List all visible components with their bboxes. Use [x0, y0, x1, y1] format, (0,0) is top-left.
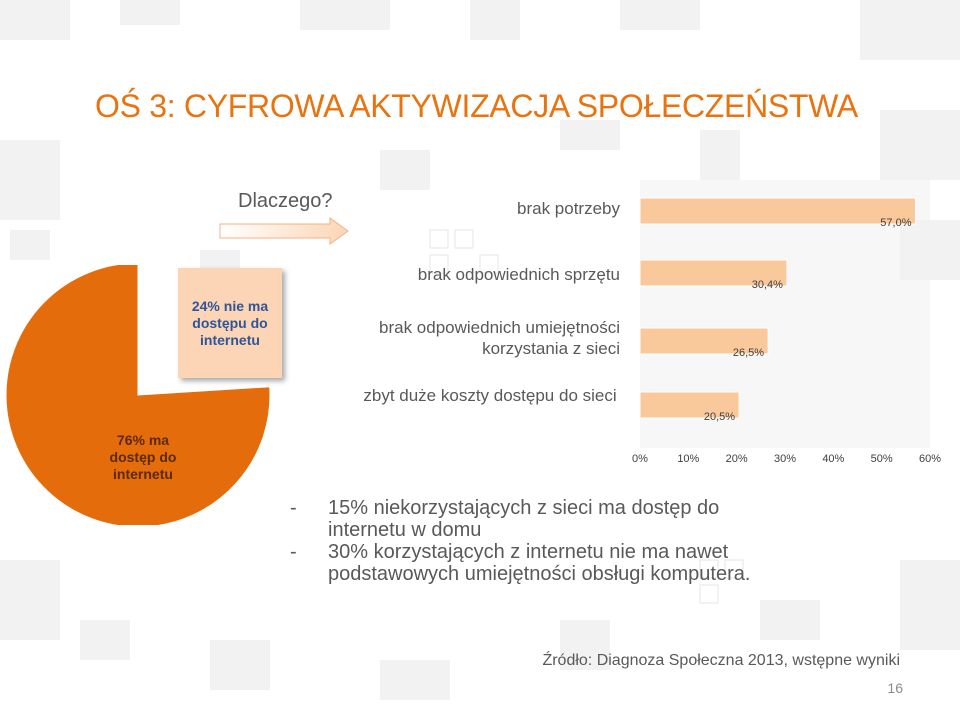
bullet-marker: - — [290, 497, 297, 519]
x-tick-label: 20% — [726, 453, 748, 465]
background-block — [470, 0, 520, 40]
bullet-item: - 30% korzystających z internetu nie ma n… — [290, 541, 780, 585]
background-block — [760, 600, 820, 640]
bullet-text: 30% korzystających z internetu nie ma na… — [328, 541, 751, 585]
bar — [639, 259, 788, 287]
bar-category-label: brak potrzeby — [517, 199, 620, 218]
page-title: OŚ 3: CYFROWA AKTYWIZACJA SPOŁECZEŃSTWA — [95, 88, 858, 124]
background-block — [210, 640, 270, 690]
background-grid-cell — [429, 254, 449, 274]
bar-category-label: zbyt duże koszty dostępu do sieci — [363, 386, 617, 405]
background-block — [0, 140, 60, 220]
x-tick-label: 60% — [919, 453, 941, 465]
bar-category-label: brak odpowiednich umiejętności korzystan… — [379, 318, 620, 358]
source-note: Źródło: Diagnoza Społeczna 2013, wstępne… — [542, 652, 900, 669]
pie-slice-access — [5, 265, 271, 525]
arrow-right-icon — [219, 217, 349, 245]
background-block — [0, 560, 60, 640]
background-block — [560, 620, 610, 670]
bullet-item: - 15% niekorzystających z sieci ma dostęp… — [290, 497, 780, 541]
background-block — [300, 0, 390, 30]
background-grid-cell — [454, 229, 474, 249]
x-tick-label: 0% — [632, 453, 648, 465]
background-grid-cell — [479, 254, 499, 274]
question-text: Dlaczego? — [238, 190, 333, 212]
pie-label-no-access: 24% nie ma dostępu do internetu — [191, 297, 269, 348]
background-block — [560, 120, 620, 150]
page-number: 16 — [887, 680, 903, 696]
bar-data-label: 30,4% — [752, 279, 783, 291]
bar — [639, 327, 769, 355]
background-block — [0, 0, 70, 40]
background-block — [380, 150, 430, 190]
bar — [639, 391, 740, 419]
bullet-marker: - — [290, 541, 297, 563]
pie-label-access: 76% ma dostęp do internetu — [109, 432, 177, 482]
background-block — [120, 0, 180, 25]
background-block — [900, 560, 960, 650]
pie-chart — [5, 265, 271, 525]
x-tick-label: 50% — [871, 453, 893, 465]
x-tick-label: 30% — [774, 453, 796, 465]
background-block — [700, 130, 740, 180]
bullet-list: - 15% niekorzystających z sieci ma dostęp… — [290, 497, 780, 585]
pie-callout: 24% nie ma dostępu do internetu — [178, 268, 282, 378]
background-block — [880, 110, 960, 180]
background-grid-cell — [429, 229, 449, 249]
bar-data-label: 20,5% — [704, 411, 735, 423]
x-tick-label: 10% — [677, 453, 699, 465]
background-block — [10, 230, 50, 260]
background-grid-cell — [724, 559, 744, 579]
bullet-text: 15% niekorzystających z sieci ma dostęp … — [328, 497, 720, 541]
bar-data-label: 26,5% — [733, 347, 764, 359]
bar-data-label: 57,0% — [880, 217, 911, 229]
background-block — [860, 0, 960, 60]
bar — [639, 197, 916, 225]
x-tick-label: 40% — [822, 453, 844, 465]
background-grid-cell — [699, 584, 719, 604]
background-block — [620, 0, 700, 30]
background-grid-cell — [699, 559, 719, 579]
bar-chart: 57,0% 30,4% 26,5% 20,5% 0% 10% 20% 30% 40% 50% 60% — [632, 180, 941, 465]
background-block — [380, 660, 450, 700]
background-block — [80, 620, 130, 660]
bar-category-label: brak odpowiednich sprzętu — [417, 265, 620, 284]
